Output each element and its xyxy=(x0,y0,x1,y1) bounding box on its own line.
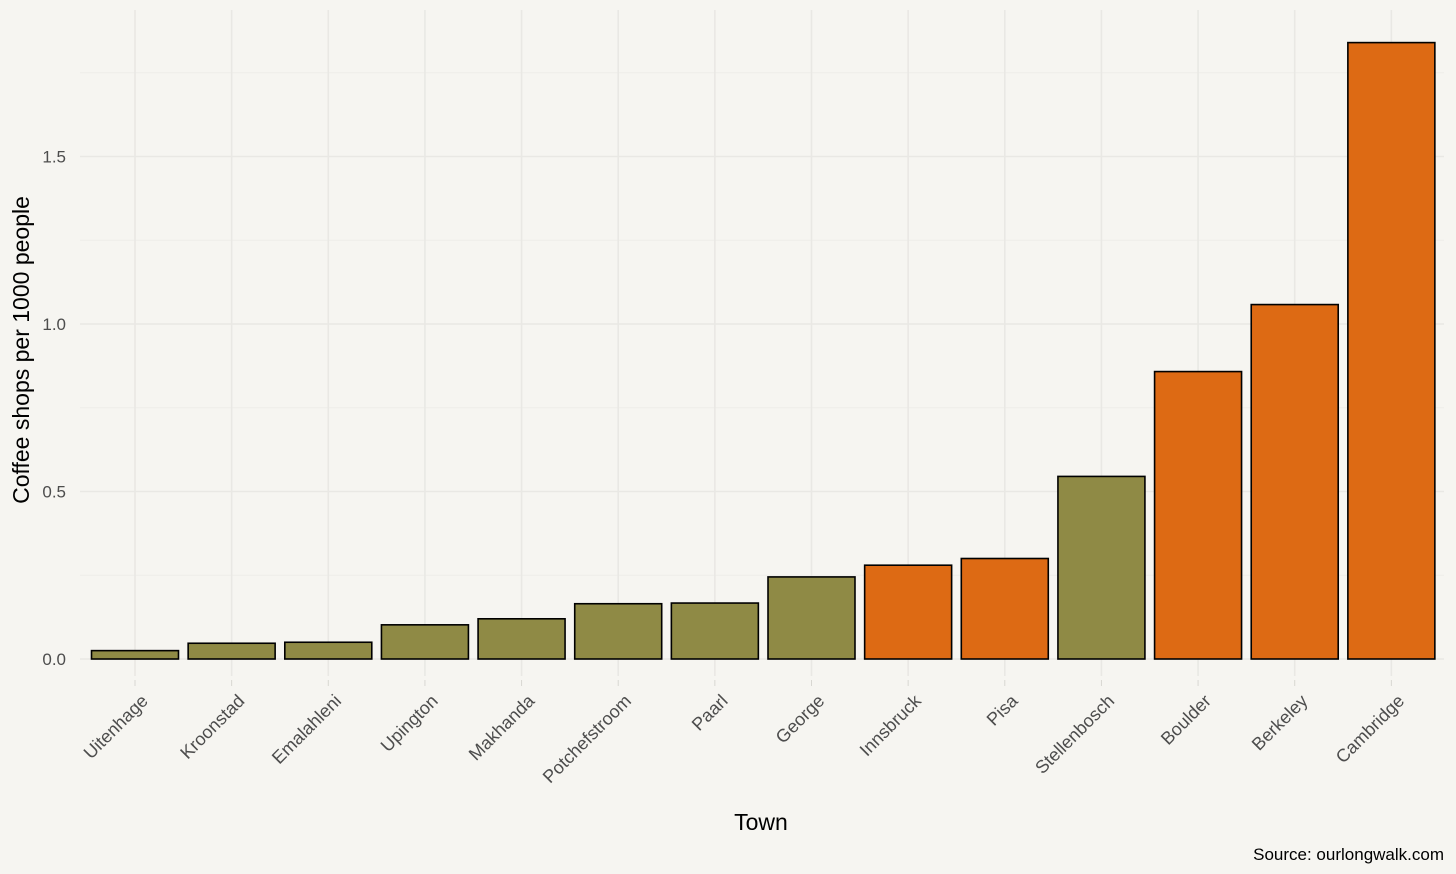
bar-stellenbosch xyxy=(1057,475,1146,660)
x-tick-label: Upington xyxy=(377,691,442,756)
x-tick-label: Potchefstroom xyxy=(539,691,635,787)
bar-kroonstad xyxy=(187,642,276,660)
bar-innsbruck xyxy=(863,564,953,660)
bar-uitenhage xyxy=(90,649,180,660)
y-tick-label: 0.0 xyxy=(42,650,66,669)
x-tick-label: George xyxy=(772,691,829,748)
x-tick-label: Kroonstad xyxy=(176,691,248,763)
bar-berkeley xyxy=(1250,303,1340,660)
bar-makhanda xyxy=(477,617,566,660)
x-tick-label: Innsbruck xyxy=(856,690,926,760)
source-caption: Source: ourlongwalk.com xyxy=(1253,845,1444,864)
x-tick-label: Boulder xyxy=(1157,691,1215,749)
bar-upington xyxy=(380,624,470,660)
bars xyxy=(90,41,1436,660)
y-axis-title: Coffee shops per 1000 people xyxy=(8,196,34,504)
x-tick-label: Paarl xyxy=(688,691,732,735)
x-axis-ticks: Uitenhage Kroonstad Emalahleni Upington Makh… xyxy=(80,680,1408,787)
bar-boulder xyxy=(1153,370,1243,660)
x-tick-label: Berkeley xyxy=(1248,691,1312,755)
x-tick-label: Makhanda xyxy=(465,690,539,764)
y-tick-label: 1.0 xyxy=(42,315,66,334)
bar-paarl xyxy=(670,602,760,660)
bar-pisa xyxy=(960,557,1050,660)
x-axis-title: Town xyxy=(734,809,788,835)
bar-potchefstroom xyxy=(573,602,663,660)
y-tick-label: 0.5 xyxy=(42,483,66,502)
x-tick-label: Emalahleni xyxy=(268,691,345,768)
bar-emalahleni xyxy=(283,641,373,660)
bar-george xyxy=(767,576,856,660)
y-tick-label: 1.5 xyxy=(42,148,66,167)
x-tick-label: Uitenhage xyxy=(80,691,152,763)
y-axis-ticks: 0.0 0.5 1.0 1.5 xyxy=(42,148,66,670)
x-tick-label: Stellenbosch xyxy=(1031,691,1118,778)
x-tick-label: Cambridge xyxy=(1332,691,1408,767)
x-tick-label: Pisa xyxy=(983,690,1023,730)
bar-cambridge xyxy=(1347,41,1436,660)
